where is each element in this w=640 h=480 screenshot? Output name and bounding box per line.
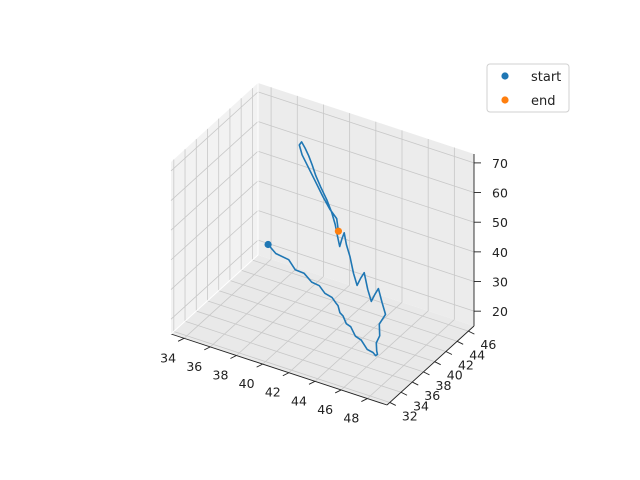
gridline-y-floor: [196, 310, 413, 383]
gridline-z-back: [257, 210, 475, 282]
legend-end-label: end: [531, 94, 556, 109]
z-tick-label: 70: [492, 156, 508, 171]
y-tick: [456, 340, 464, 345]
gridline-x-floor: [236, 276, 324, 356]
gridline-z-left: [170, 210, 259, 290]
y-tick: [400, 391, 408, 396]
x-tick-label: 44: [291, 393, 307, 408]
gridline-x-floor: [314, 302, 403, 382]
y-tick: [434, 361, 441, 366]
gridline-z-back: [257, 91, 475, 164]
y-tick: [423, 371, 430, 376]
gridline-z-left: [170, 239, 259, 320]
start-marker: [264, 240, 272, 249]
axes-panes: [171, 83, 474, 405]
x-tick-label: 40: [239, 376, 255, 391]
trajectory-line: [267, 141, 387, 357]
legend-start-label: start: [531, 70, 561, 85]
gridline-z-back: [257, 150, 475, 223]
x-tick: [177, 337, 185, 342]
x-tick-label: 34: [160, 350, 176, 365]
x-tick: [361, 398, 368, 402]
x-tick-label: 36: [186, 359, 202, 374]
pane-edge: [170, 254, 259, 335]
legend-start-marker: [501, 72, 509, 80]
gridline-y-floor: [241, 269, 458, 342]
x-tick: [334, 389, 342, 394]
gridline-z-left: [170, 91, 259, 172]
plot-area: [264, 141, 387, 357]
gridline-y-floor: [218, 290, 435, 363]
z-tick-label: 60: [492, 186, 508, 201]
axis-edges: [170, 83, 475, 406]
x-tick-label: 48: [343, 411, 359, 426]
gridline-z-back: [257, 121, 475, 193]
y-axis-line: [386, 325, 475, 406]
gridline-x-floor: [262, 284, 350, 365]
gridline-z-left: [170, 121, 259, 201]
z-tick-label: 30: [492, 275, 508, 290]
y-tick-label: 46: [480, 337, 496, 352]
end-marker: [334, 227, 342, 235]
y-tick: [445, 351, 453, 355]
y-tick: [389, 402, 397, 406]
gridline-x-floor: [183, 259, 272, 339]
y-tick-label: 32: [402, 408, 418, 423]
gridline-x-floor: [340, 310, 429, 391]
z-tick-label: 40: [492, 245, 508, 260]
back-pane: [258, 83, 474, 326]
y-tick-label: 44: [469, 347, 485, 362]
gridline-z-left: [170, 150, 259, 231]
gridline-z-back: [257, 180, 475, 253]
y-tick-label: 34: [413, 398, 429, 413]
gridline-x-floor: [288, 293, 377, 374]
z-tick-label: 50: [492, 215, 508, 230]
gridline-x-floor: [367, 319, 455, 399]
y-tick-label: 36: [424, 388, 440, 403]
x-tick: [230, 355, 237, 359]
legend-end-marker: [501, 96, 509, 104]
y-tick: [468, 330, 475, 335]
gridlines: [170, 87, 475, 403]
x-axis-line: [170, 333, 388, 406]
x-tick-label: 42: [265, 385, 281, 400]
gridline-z-left: [170, 180, 259, 261]
x-tick: [282, 372, 290, 377]
x-tick-label: 46: [317, 402, 333, 417]
gridline-x-floor: [210, 267, 298, 348]
gridline-y-floor: [207, 300, 424, 373]
y-tick-label: 38: [436, 378, 452, 393]
floor-pane: [171, 255, 474, 405]
gridline-z-back: [257, 239, 475, 312]
left-pane: [171, 83, 258, 334]
x-tick-label: 38: [213, 368, 229, 383]
gridline-y-floor: [184, 320, 402, 393]
y-tick-label: 40: [447, 368, 463, 383]
x-tick: [256, 363, 263, 368]
y-tick-label: 42: [458, 357, 474, 372]
legend: start end: [486, 63, 570, 113]
y-tick: [412, 381, 419, 386]
x-tick: [308, 380, 316, 385]
gridline-y-floor: [252, 259, 469, 332]
gridline-y-floor: [173, 331, 390, 403]
gridline-y-floor: [229, 280, 447, 352]
x-tick: [204, 346, 211, 351]
z-tick-label: 20: [492, 304, 508, 319]
